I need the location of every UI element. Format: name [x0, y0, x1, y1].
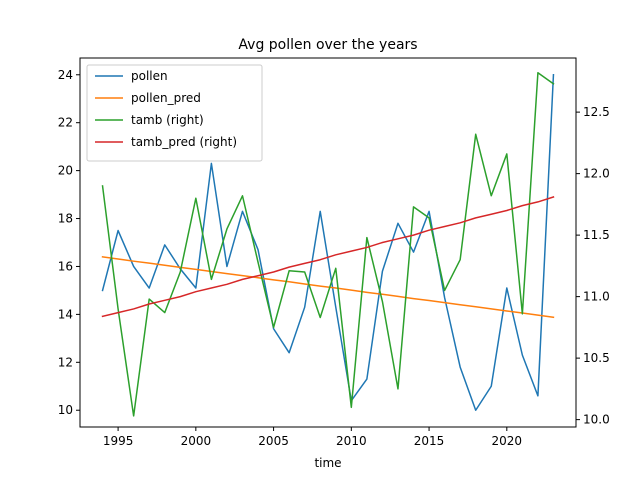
- x-tick-label: 2015: [414, 434, 445, 448]
- series-line-pollen-pred: [101, 256, 555, 319]
- y-right-tick-label: 12.5: [583, 105, 610, 119]
- legend-label: tamb (right): [131, 113, 204, 127]
- y-axis-right: 10.0 10.5 11.0 11.5 12.0 12.5: [576, 105, 610, 427]
- legend-label: pollen_pred: [131, 91, 201, 105]
- y-left-tick-label: 24: [58, 68, 73, 82]
- chart-title: Avg pollen over the years: [238, 37, 417, 53]
- y-left-tick-label: 12: [58, 355, 73, 369]
- y-right-tick-label: 11.0: [583, 290, 610, 304]
- legend-label: tamb_pred (right): [131, 135, 237, 149]
- y-right-tick-label: 10.5: [583, 351, 610, 365]
- y-left-tick-label: 14: [58, 307, 73, 321]
- legend-label: pollen: [131, 69, 168, 83]
- x-tick-label: 1995: [103, 434, 134, 448]
- series-line-tamb-right: [101, 72, 555, 417]
- x-axis-label: time: [314, 456, 341, 470]
- series-line-tamb-pred-right: [101, 196, 555, 318]
- x-tick-label: 2020: [492, 434, 523, 448]
- plot-frame: [79, 57, 577, 428]
- y-left-tick-label: 18: [58, 212, 73, 226]
- y-right-tick-label: 11.5: [583, 228, 610, 242]
- y-right-tick-label: 10.0: [583, 413, 610, 427]
- series-layer: [101, 72, 555, 417]
- x-tick-label: 2005: [258, 434, 289, 448]
- y-left-tick-label: 22: [58, 116, 73, 130]
- x-tick-label: 2010: [336, 434, 367, 448]
- series-line-pollen: [101, 73, 555, 411]
- y-axis-left: 10 12 14 16 18 20 22 24: [58, 68, 80, 417]
- y-left-tick-label: 20: [58, 164, 73, 178]
- legend-box: [86, 64, 263, 162]
- x-axis: 1995 2000 2005 2010 2015 2020: [103, 427, 522, 448]
- y-right-tick-label: 12.0: [583, 167, 610, 181]
- x-tick-label: 2000: [181, 434, 212, 448]
- y-left-tick-label: 16: [58, 259, 73, 273]
- y-left-tick-label: 10: [58, 403, 73, 417]
